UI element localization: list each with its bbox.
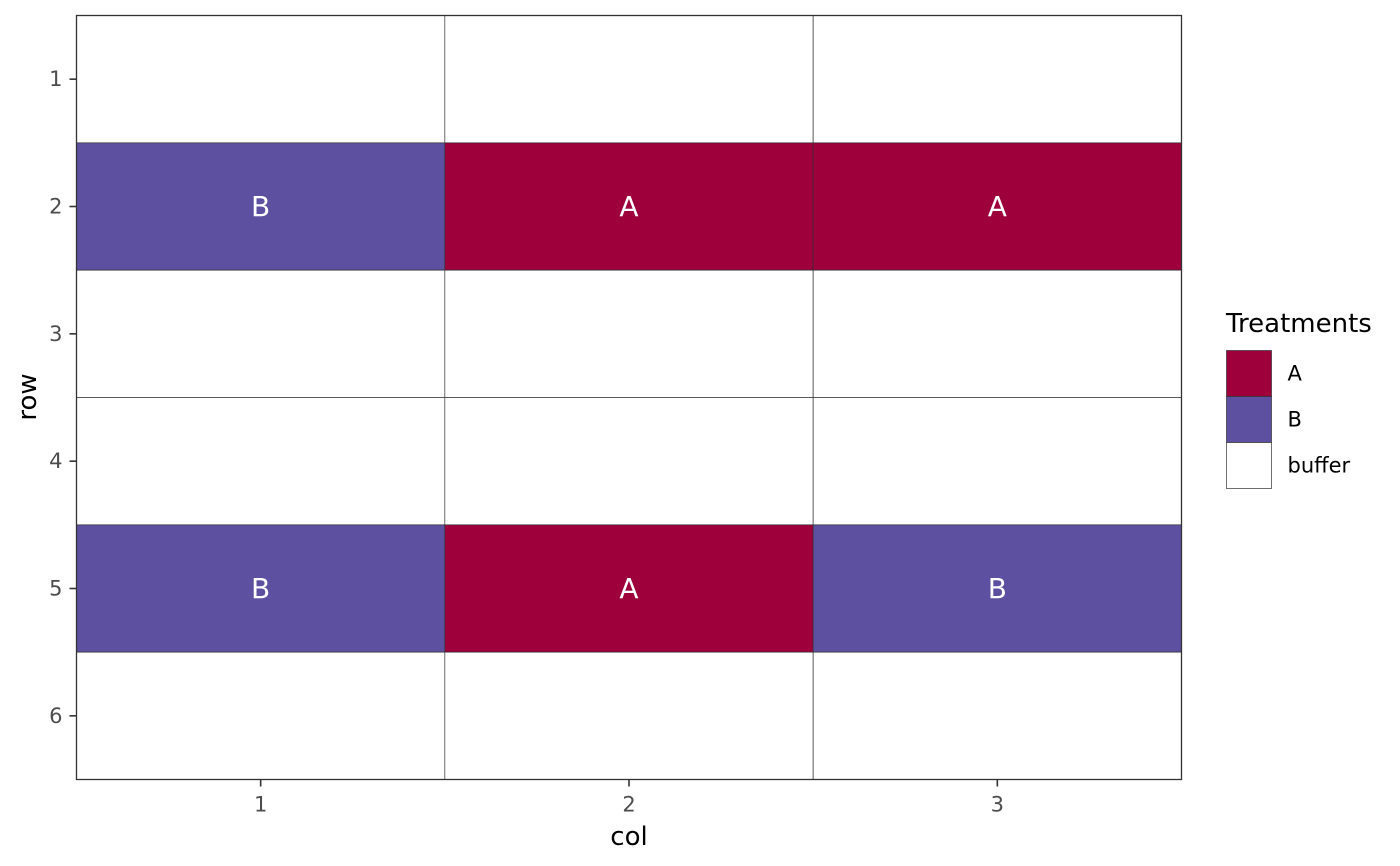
tile-col1-row4 (76, 397, 446, 526)
tile-col1-row6 (76, 651, 446, 780)
tile-label-col1-row2: B (251, 190, 270, 223)
y-axis: 1 2 3 4 5 6 (49, 67, 77, 728)
tile-col3-row6 (812, 651, 1182, 780)
tile-col1-row2 (76, 142, 446, 271)
heatmap-tiles (76, 15, 1182, 780)
legend-key-buffer (1226, 442, 1272, 489)
legend-label-buffer: buffer (1288, 454, 1351, 478)
tile-col3-row4 (812, 397, 1182, 526)
x-tick-label-3: 3 (991, 793, 1004, 817)
y-axis-title: row (13, 373, 43, 420)
x-tick-label-2: 2 (622, 793, 635, 817)
legend-key-a (1226, 350, 1272, 397)
tile-col1-row3 (76, 269, 446, 398)
tile-col2-row1 (444, 15, 814, 144)
tile-col3-row3 (812, 269, 1182, 398)
y-tick-label-3: 3 (49, 322, 62, 346)
legend-key-b (1226, 396, 1272, 443)
tile-col3-row2 (812, 142, 1182, 271)
tile-col2-row2 (444, 142, 814, 271)
y-tick-label-6: 6 (49, 704, 62, 728)
tile-label-col1-row5: B (251, 572, 270, 605)
tile-col3-row1 (812, 15, 1182, 144)
tile-label-col2-row2: A (619, 190, 638, 223)
y-tick-label-4: 4 (49, 449, 62, 473)
tile-label-col3-row2: A (988, 190, 1007, 223)
legend-label-b: B (1288, 408, 1302, 432)
tile-col1-row1 (76, 15, 446, 144)
tile-col3-row5 (812, 524, 1182, 653)
tile-labels: B A A B A B (251, 190, 1007, 605)
legend-title: Treatments (1225, 309, 1372, 339)
y-tick-label-5: 5 (49, 577, 62, 601)
x-axis: 1 2 3 (254, 779, 1004, 817)
tile-col2-row4 (444, 397, 814, 526)
y-tick-label-1: 1 (49, 67, 62, 91)
tile-col1-row5 (76, 524, 446, 653)
y-tick-label-2: 2 (49, 195, 62, 219)
tile-col2-row6 (444, 651, 814, 780)
legend-label-a: A (1288, 362, 1303, 386)
tile-col2-row3 (444, 269, 814, 398)
tile-label-col2-row5: A (619, 572, 638, 605)
tile-label-col3-row5: B (988, 572, 1007, 605)
x-axis-title: col (610, 822, 647, 852)
x-tick-label-1: 1 (254, 793, 267, 817)
